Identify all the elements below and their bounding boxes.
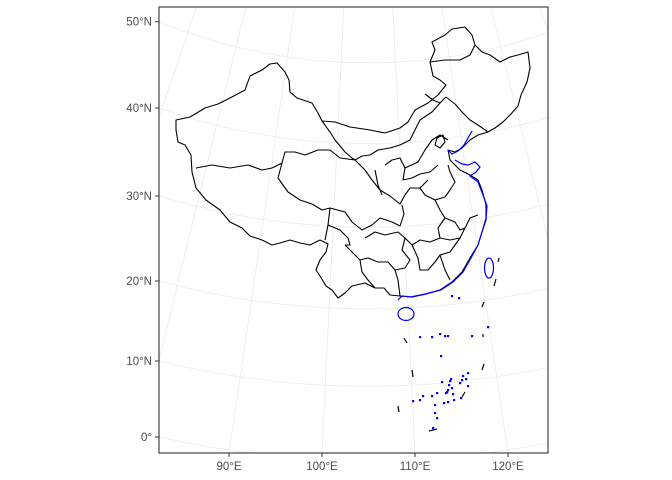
- island-mark: [451, 295, 454, 298]
- island-mark: [487, 326, 490, 329]
- island-mark: [460, 397, 463, 400]
- island-mark: [444, 335, 447, 338]
- island-mark: [434, 412, 437, 415]
- graticule-meridian: [159, 7, 247, 360]
- island-mark: [449, 380, 452, 383]
- island-mark: [450, 378, 453, 381]
- hainan-island: [397, 306, 415, 322]
- island-mark: [465, 378, 468, 381]
- island-mark: [462, 375, 465, 378]
- island-mark: [467, 372, 470, 375]
- graticule: [159, 7, 548, 453]
- graticule-parallel: [159, 280, 548, 310]
- island-mark: [436, 417, 439, 420]
- island-mark: [453, 399, 456, 402]
- graticule-meridian: [392, 7, 416, 453]
- y-tick-label: 10°N: [126, 356, 152, 368]
- taiwan-island: [483, 257, 495, 279]
- graticule-parallel: [159, 107, 548, 144]
- panel-border: [158, 6, 549, 454]
- island-mark: [443, 402, 446, 405]
- graticule-meridian: [441, 7, 509, 453]
- island-mark: [445, 392, 448, 395]
- island-mark: [451, 387, 454, 390]
- island-mark: [431, 336, 434, 339]
- x-tick-label: 100°E: [306, 461, 338, 473]
- graticule-meridian: [228, 7, 296, 453]
- island-mark: [458, 297, 461, 300]
- island-mark: [422, 395, 425, 398]
- graticule-meridian: [539, 7, 548, 31]
- island-mark: [419, 336, 422, 339]
- x-tick-label: 110°E: [400, 461, 431, 473]
- coastline: [397, 130, 495, 322]
- island-mark: [441, 381, 444, 384]
- island-mark: [419, 399, 422, 402]
- island-mark: [436, 392, 439, 395]
- island-mark: [461, 379, 464, 382]
- coastline-mainland: [397, 130, 488, 301]
- dash-segment: [397, 257, 500, 432]
- graticule-meridian: [490, 7, 548, 239]
- island-mark: [439, 333, 442, 336]
- island-mark: [447, 401, 450, 404]
- island-mark: [459, 382, 462, 385]
- y-tick-label: 40°N: [126, 103, 152, 115]
- graticule-meridian: [321, 7, 345, 453]
- island-mark: [412, 400, 415, 403]
- island-mark: [447, 389, 450, 392]
- x-tick-label: 90°E: [216, 461, 241, 473]
- graticule-parallel: [159, 195, 548, 228]
- graticule-parallel: [159, 360, 548, 387]
- island-mark: [434, 404, 437, 407]
- axes: 50°N 40°N 30°N 20°N 10°N 0° 90°E 100°E 110°E 120°…: [126, 17, 524, 473]
- island-mark: [452, 393, 455, 396]
- nine-dash-line: [397, 257, 500, 432]
- south-china-sea-islands: [412, 295, 490, 430]
- y-tick-label: 30°N: [126, 191, 152, 203]
- graticule-meridian: [159, 7, 198, 117]
- island-mark: [447, 335, 450, 338]
- province-borders: [195, 44, 489, 297]
- graticule-parallel: [159, 21, 548, 64]
- island-mark: [431, 395, 434, 398]
- x-tick-label: 120°E: [492, 461, 524, 473]
- y-tick-label: 50°N: [126, 17, 152, 29]
- island-mark: [440, 355, 443, 358]
- island-mark: [432, 427, 435, 430]
- graticule-parallel: [159, 436, 548, 453]
- island-mark: [448, 384, 451, 387]
- y-tick-label: 20°N: [126, 276, 152, 288]
- island-mark: [467, 385, 470, 388]
- china-outline: [175, 26, 531, 299]
- china-provinces: [175, 26, 531, 299]
- y-tick-label: 0°: [141, 432, 152, 444]
- island-mark: [471, 335, 474, 338]
